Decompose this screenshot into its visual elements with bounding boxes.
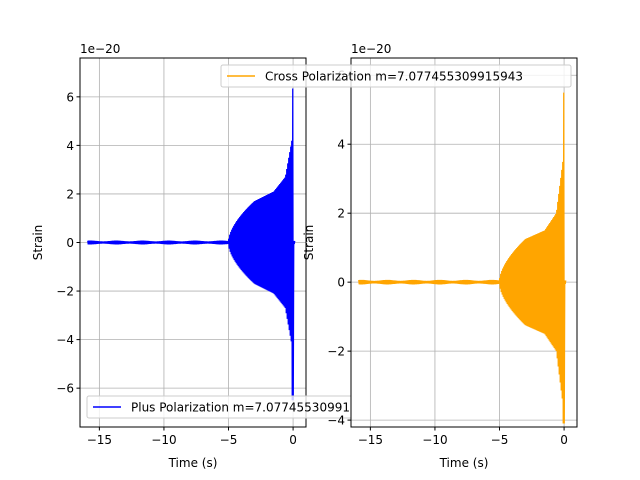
y-tick-label: 4 (66, 139, 74, 153)
x-tick-label: −15 (87, 433, 112, 447)
x-tick-label: −10 (151, 433, 176, 447)
y-tick-label: −2 (56, 285, 74, 299)
right-legend: Cross Polarization m=7.077455309915943 (220, 64, 572, 88)
y-tick-label: −2 (327, 345, 345, 359)
x-tick-label: −15 (358, 433, 383, 447)
x-tick-label: 0 (560, 433, 568, 447)
left-legend-label: Plus Polarization m=7.077455309915943 (131, 401, 381, 415)
y-tick-label: 6 (66, 90, 74, 104)
y-tick-label: −4 (56, 333, 74, 347)
y-tick-label: 0 (66, 236, 74, 250)
left-legend: Plus Polarization m=7.077455309915943 (86, 395, 381, 419)
left-y-axis-label: Strain (31, 225, 45, 261)
right-offset-label: 1e−20 (351, 42, 391, 56)
x-tick-label: −5 (491, 433, 509, 447)
y-tick-label: 2 (66, 187, 74, 201)
left-x-axis-label: Time (s) (168, 456, 218, 470)
right-legend-label: Cross Polarization m=7.077455309915943 (265, 70, 523, 84)
y-tick-label: 4 (337, 138, 345, 152)
y-tick-label: −4 (327, 414, 345, 428)
left-chart: −15 −10 −5 0 −6 −4 −2 0 2 4 6 Time (s) Strain 1e−… (31, 42, 381, 470)
x-tick-label: 0 (289, 433, 297, 447)
y-tick-label: 0 (337, 276, 345, 290)
right-cross-polarization-line (358, 92, 567, 424)
y-tick-label: −6 (56, 382, 74, 396)
right-axes-frame (350, 57, 578, 428)
right-x-axis-label: Time (s) (439, 456, 489, 470)
left-x-ticks: −15 −10 −5 0 (87, 427, 297, 447)
left-plus-polarization-line (87, 88, 296, 401)
series-line (358, 92, 567, 424)
x-tick-label: −5 (220, 433, 238, 447)
y-tick-label: 2 (337, 207, 345, 221)
series-line (87, 88, 296, 401)
left-y-ticks: −6 −4 −2 0 2 4 6 (56, 90, 80, 396)
x-tick-label: −10 (422, 433, 447, 447)
left-offset-label: 1e−20 (80, 42, 120, 56)
right-y-axis-label: Strain (302, 225, 316, 261)
right-x-ticks: −15 −10 −5 0 (358, 427, 568, 447)
